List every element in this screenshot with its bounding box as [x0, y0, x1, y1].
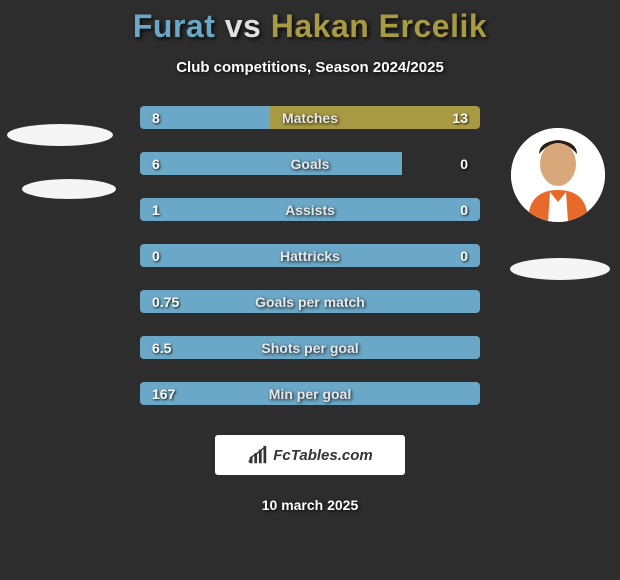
stat-row: 0.75 Goals per match — [140, 290, 480, 313]
chart-icon — [247, 444, 269, 466]
stat-label: Hattricks — [280, 248, 340, 264]
stat-row: 1 0 Assists — [140, 198, 480, 221]
stat-row: 6.5 Shots per goal — [140, 336, 480, 359]
player2-name: Hakan Ercelik — [271, 8, 487, 44]
stat-label: Goals — [291, 156, 330, 172]
bar-left — [140, 152, 402, 175]
stat-value-right: 13 — [452, 110, 468, 126]
stat-value-left: 8 — [152, 110, 160, 126]
stat-value-left: 1 — [152, 202, 160, 218]
stat-label: Min per goal — [269, 386, 351, 402]
stat-label: Goals per match — [255, 294, 365, 310]
stat-label: Matches — [282, 110, 338, 126]
stat-row: 0 0 Hattricks — [140, 244, 480, 267]
page-title: Furat vs Hakan Ercelik — [133, 8, 487, 45]
stat-value-left: 6.5 — [152, 340, 171, 356]
infographic-container: Furat vs Hakan Ercelik Club competitions… — [0, 0, 620, 580]
stat-row: 6 0 Goals — [140, 152, 480, 175]
source-logo: FcTables.com — [215, 435, 405, 475]
stat-value-right: 0 — [460, 248, 468, 264]
stat-row: 167 Min per goal — [140, 382, 480, 405]
logo-text: FcTables.com — [273, 447, 372, 464]
player1-name: Furat — [133, 8, 216, 44]
subtitle: Club competitions, Season 2024/2025 — [176, 59, 444, 76]
stat-label: Shots per goal — [261, 340, 358, 356]
stat-value-left: 0 — [152, 248, 160, 264]
vs-text: vs — [225, 8, 262, 44]
comparison-chart: 8 13 Matches 6 0 Goals 1 0 Assists 0 0 Hattricks 0.7… — [0, 106, 620, 405]
date-text: 10 march 2025 — [262, 497, 359, 513]
stat-value-left: 0.75 — [152, 294, 179, 310]
stat-value-right: 0 — [460, 156, 468, 172]
stat-value-left: 167 — [152, 386, 175, 402]
stat-label: Assists — [285, 202, 335, 218]
stat-value-left: 6 — [152, 156, 160, 172]
stat-row: 8 13 Matches — [140, 106, 480, 129]
stat-value-right: 0 — [460, 202, 468, 218]
